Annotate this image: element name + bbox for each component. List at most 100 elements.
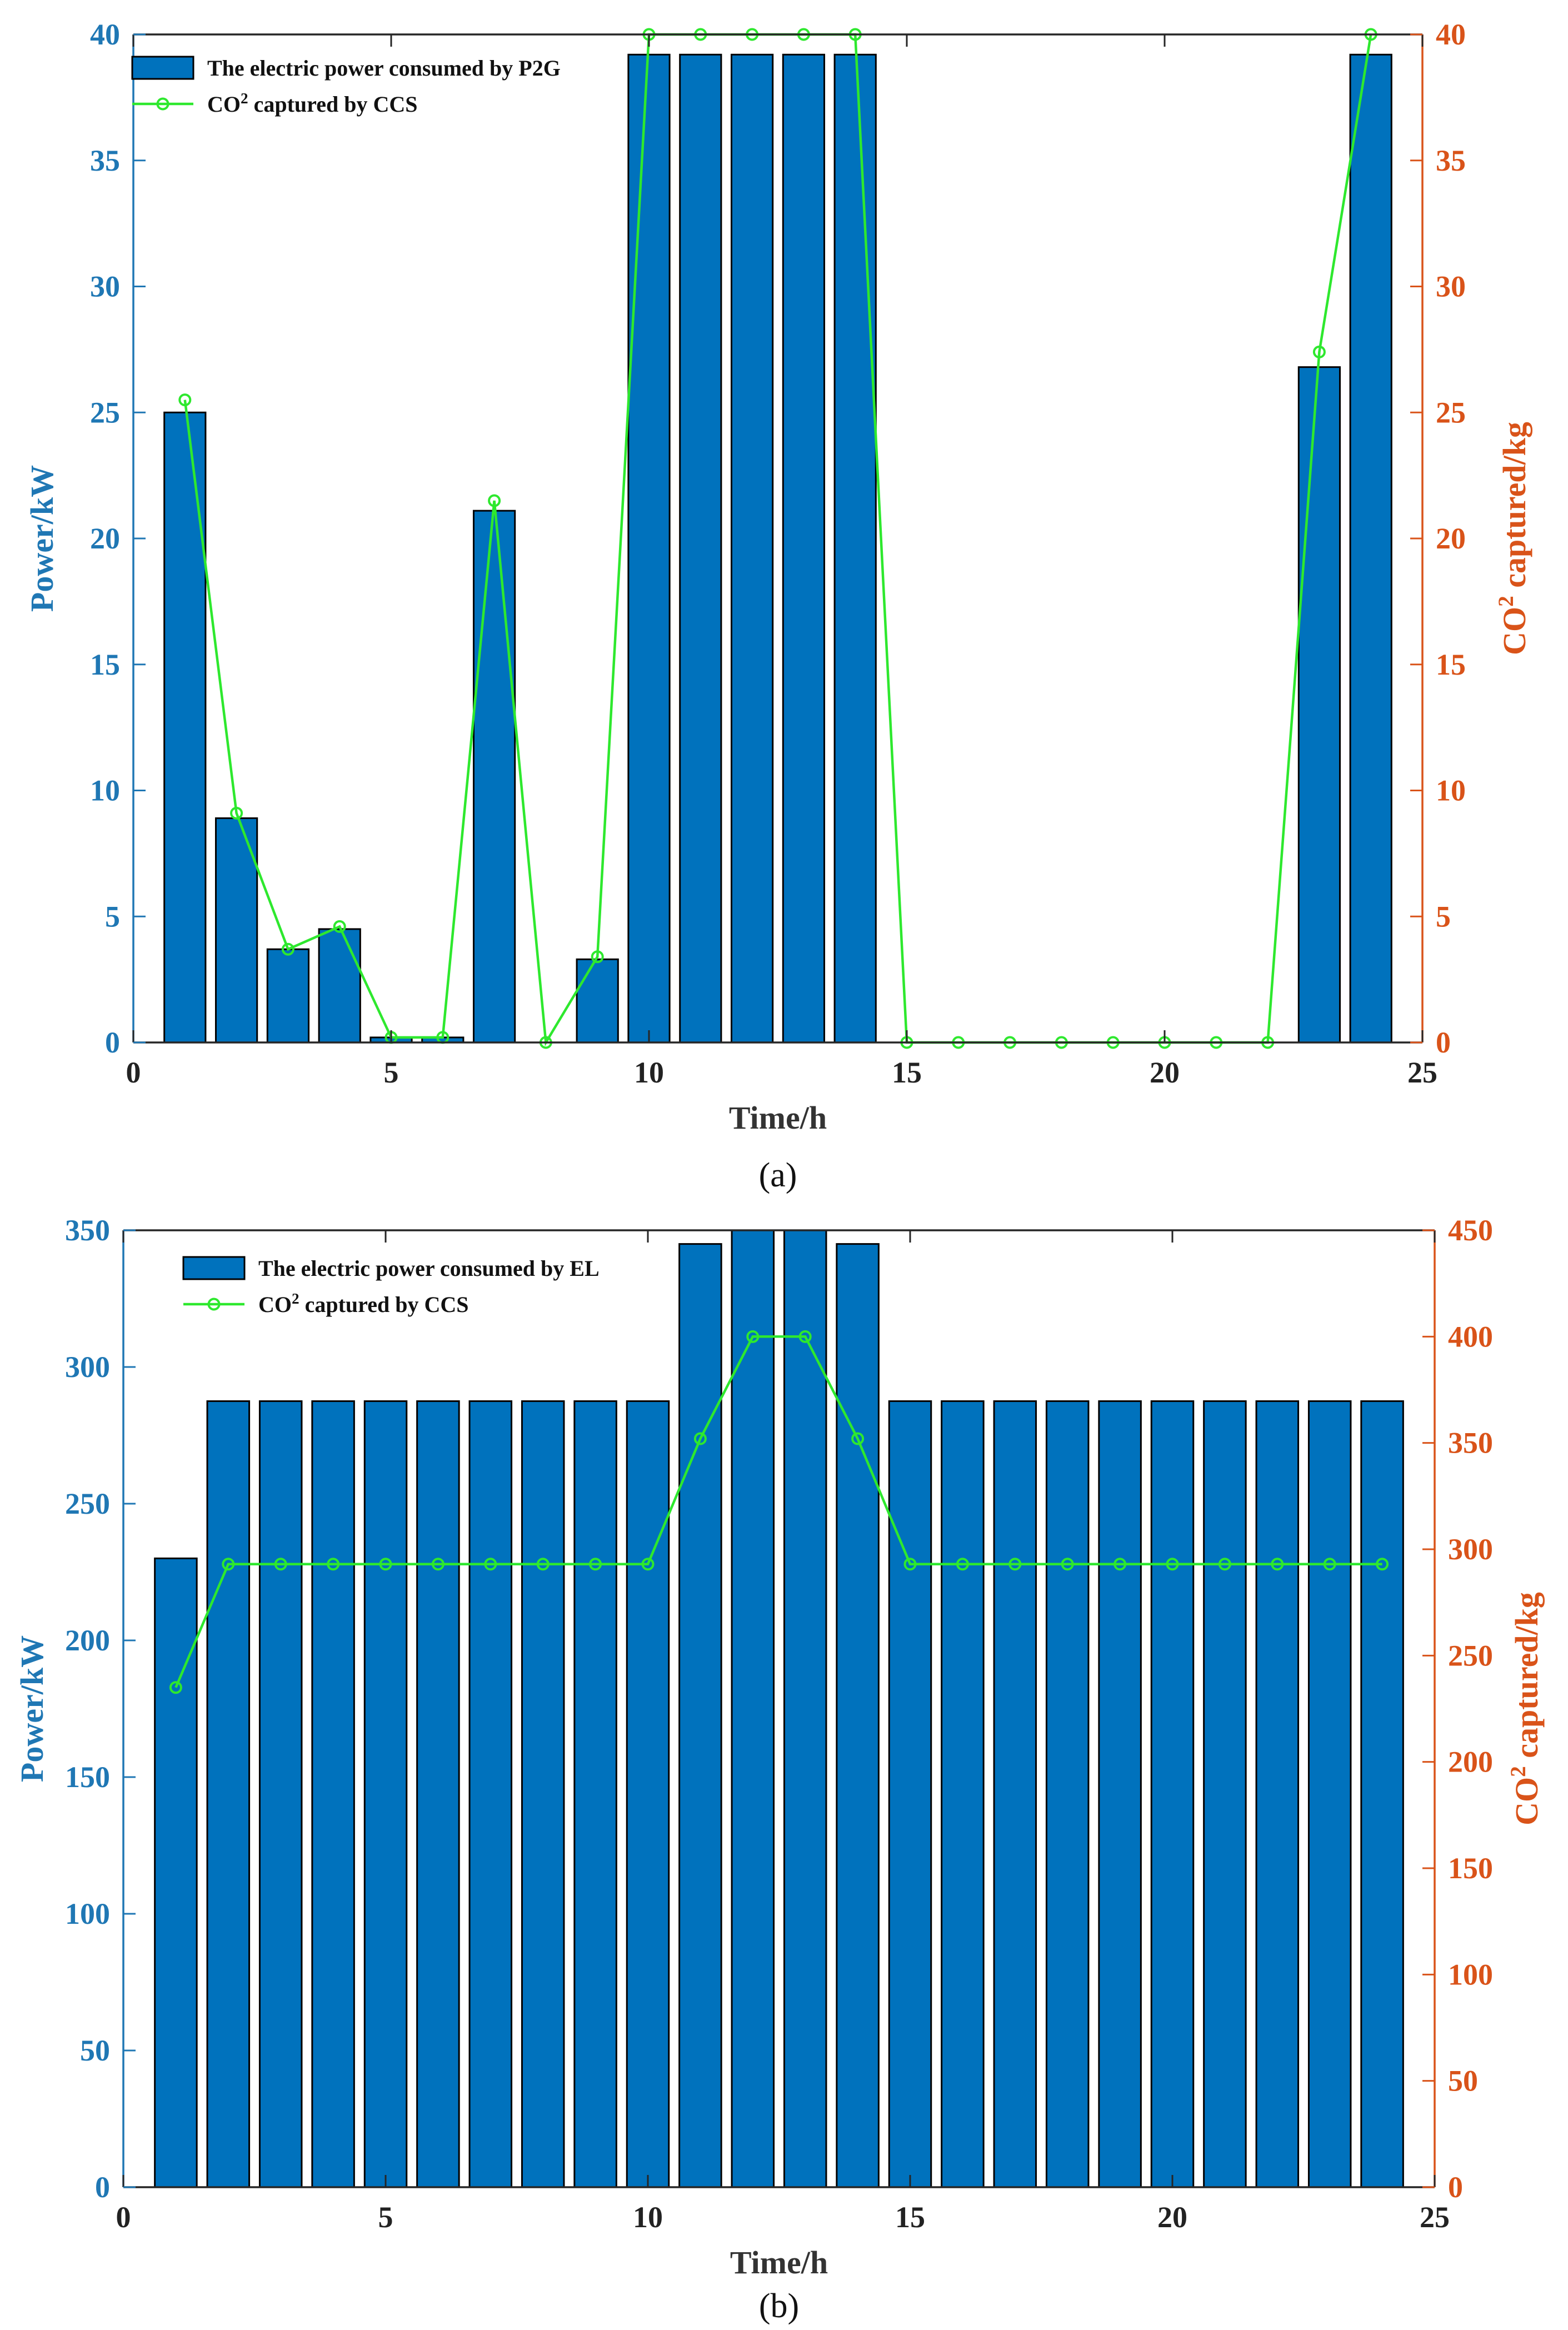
co2-marker-11	[693, 1432, 707, 1445]
y2-tick-label: 5	[1436, 900, 1451, 933]
bar-4	[318, 928, 361, 1044]
legend-bar-label: The electric power consumed by P2G	[207, 56, 561, 81]
bar-2	[206, 1400, 251, 2188]
y2-tick-label: 20	[1436, 522, 1466, 555]
y-axis-label: Power/kW	[14, 1635, 50, 1782]
x-tick-label: 0	[116, 2201, 131, 2234]
co2-marker-23	[1323, 1558, 1336, 1571]
y-tick-label: 300	[65, 1350, 110, 1384]
panel-caption: (b)	[759, 2287, 799, 2325]
bar-3	[266, 948, 310, 1044]
y-tick-label: 25	[90, 396, 120, 429]
y-tick-label: 35	[90, 144, 120, 177]
co2-marker-3	[281, 942, 294, 956]
y2-tick-label: 25	[1436, 396, 1466, 429]
bar-13	[783, 1229, 827, 2188]
panel-caption: (a)	[759, 1156, 797, 1194]
y2-tick-label: 350	[1448, 1426, 1493, 1460]
chart-panel-b: 0 5 10 15 20 25050100150200250300350050100150…	[14, 1214, 1545, 2325]
y2-tick-label: 10	[1436, 774, 1466, 807]
bar-22	[1255, 1400, 1300, 2188]
bar-13	[782, 53, 826, 1044]
legend-line-marker	[207, 1298, 221, 1311]
co2-marker-20	[1166, 1558, 1179, 1571]
bar-21	[1203, 1400, 1247, 2188]
bar-3	[258, 1400, 303, 2188]
y-tick-label: 100	[65, 1897, 110, 1930]
bar-23	[1297, 366, 1341, 1044]
y2-tick-label: 300	[1448, 1533, 1493, 1566]
y2-tick-label: 0	[1436, 1026, 1451, 1059]
x-tick-label: 25	[1420, 2201, 1450, 2234]
y2-tick-label: 150	[1448, 1852, 1493, 1885]
bar-18	[1045, 1400, 1090, 2188]
bar-8	[521, 1400, 565, 2188]
bar-24	[1349, 53, 1392, 1044]
y2-axis-label: CO2 captured/kg	[1506, 1592, 1545, 1825]
co2-marker-4	[327, 1558, 340, 1571]
bar-20	[1150, 1400, 1195, 2188]
co2-marker-13	[798, 1330, 812, 1343]
y2-tick-label: 250	[1448, 1639, 1493, 1672]
bar-10	[627, 53, 671, 1044]
y2-tick-label: 50	[1448, 2064, 1478, 2098]
co2-marker-10	[641, 1558, 655, 1571]
chart-panel-a: 0 5 10 15 20 25051015202530354005101520253035…	[24, 18, 1532, 1194]
bar-12	[730, 53, 774, 1044]
y2-tick-label: 15	[1436, 648, 1466, 681]
x-tick-label: 5	[378, 2201, 393, 2234]
x-tick-label: 10	[634, 1056, 664, 1089]
co2-marker-8	[536, 1558, 550, 1571]
y-tick-label: 40	[90, 18, 120, 51]
y-tick-label: 5	[105, 900, 120, 933]
legend-bar-label: The electric power consumed by EL	[258, 1256, 600, 1281]
bar-7	[472, 510, 516, 1044]
y-tick-label: 250	[65, 1487, 110, 1520]
bar-9	[573, 1400, 617, 2188]
co2-marker-9	[589, 1558, 602, 1571]
bar-14	[836, 1243, 880, 2188]
co2-line	[183, 33, 1372, 1047]
co2-marker-19	[1113, 1558, 1127, 1571]
x-tick-label: 10	[633, 2201, 663, 2234]
x-tick-label: 0	[126, 1056, 141, 1089]
x-axis-label: Time/h	[730, 2244, 828, 2281]
co2-marker-1	[169, 1681, 182, 1694]
y-tick-label: 0	[95, 2171, 110, 2204]
x-tick-label: 25	[1407, 1056, 1437, 1089]
co2-marker-21	[1218, 1558, 1231, 1571]
bar-2	[214, 817, 258, 1044]
co2-marker-15	[903, 1558, 917, 1571]
co2-marker-5	[379, 1558, 392, 1571]
co2-marker-3	[274, 1558, 287, 1571]
bar-5	[363, 1400, 408, 2188]
y-tick-label: 200	[65, 1624, 110, 1657]
y2-tick-label: 400	[1448, 1320, 1493, 1353]
y2-tick-label: 100	[1448, 1958, 1493, 1991]
y2-tick-label: 0	[1448, 2171, 1463, 2204]
co2-marker-1	[178, 393, 192, 407]
y-axis-label: Power/kW	[24, 465, 60, 612]
bar-9	[576, 958, 619, 1044]
bar-14	[833, 53, 877, 1044]
y2-tick-label: 30	[1436, 270, 1466, 303]
bar-15	[888, 1400, 932, 2188]
co2-marker-16	[956, 1558, 969, 1571]
co2-marker-17	[1008, 1558, 1022, 1571]
co2-line	[174, 1335, 1382, 1688]
x-axis-label: Time/h	[729, 1100, 827, 1136]
legend-line-marker	[156, 97, 169, 111]
bar-6	[416, 1400, 460, 2188]
x-tick-label: 15	[892, 1056, 922, 1089]
y-tick-label: 30	[90, 270, 120, 303]
bar-11	[679, 53, 722, 1044]
co2-marker-4	[333, 920, 346, 933]
co2-marker-24	[1376, 1558, 1389, 1571]
co2-marker-6	[431, 1558, 445, 1571]
legend-bar-swatch	[131, 56, 194, 80]
co2-marker-7	[484, 1558, 497, 1571]
bar-16	[941, 1400, 985, 2188]
bar-1	[154, 1557, 198, 2188]
y2-tick-label: 450	[1448, 1214, 1493, 1247]
